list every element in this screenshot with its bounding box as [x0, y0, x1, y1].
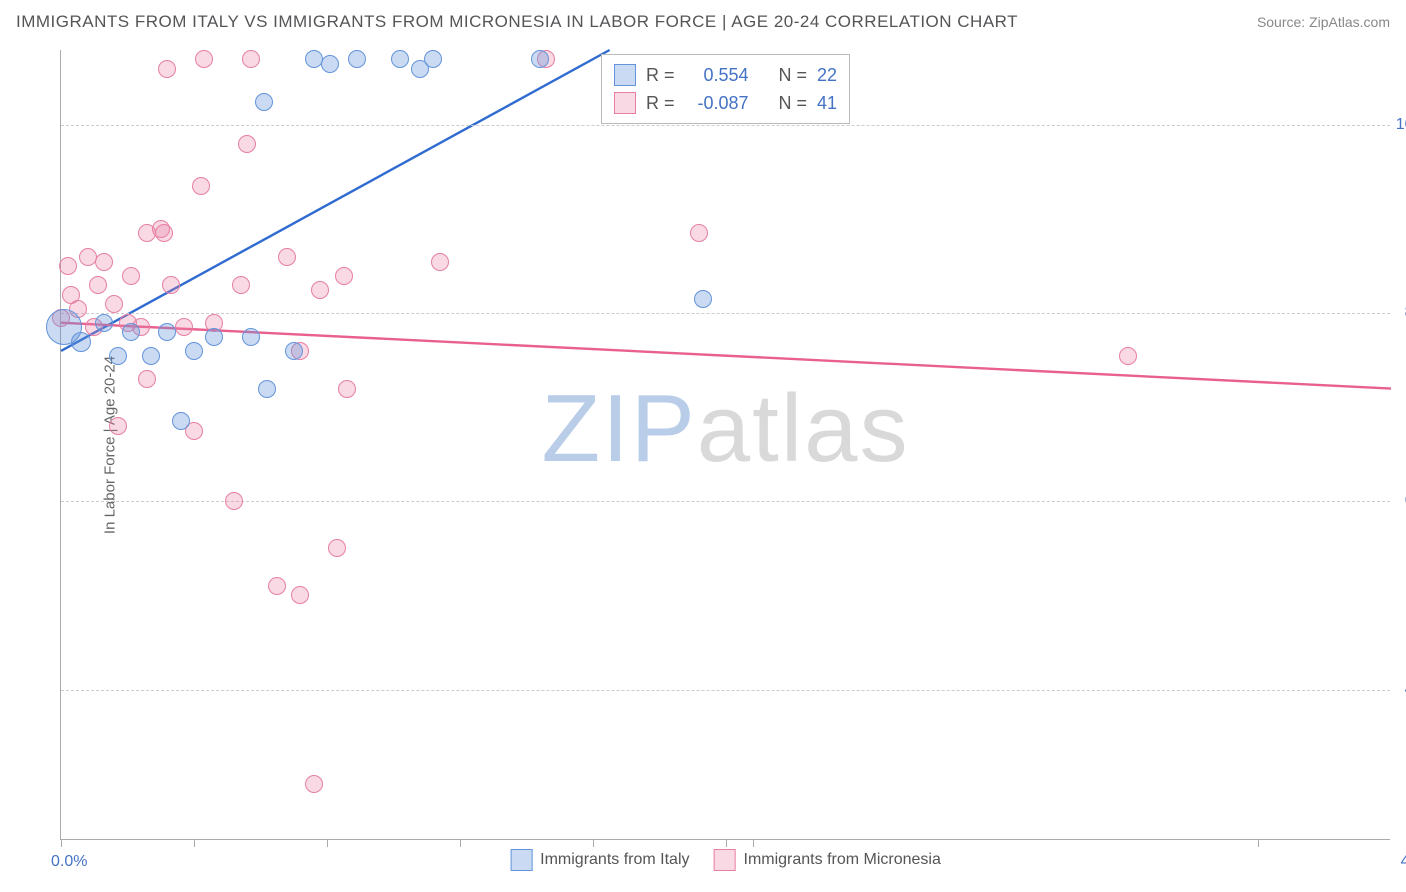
- scatter-point: [305, 50, 323, 68]
- scatter-point: [255, 93, 273, 111]
- trend-line: [61, 50, 610, 351]
- scatter-point: [142, 347, 160, 365]
- scatter-point: [305, 775, 323, 793]
- x-axis-max-label: 40.0%: [1401, 853, 1406, 871]
- plot-area: In Labor Force | Age 20-24 ZIPatlas R =0…: [60, 50, 1390, 840]
- scatter-point: [225, 492, 243, 510]
- scatter-point: [431, 253, 449, 271]
- scatter-point: [155, 224, 173, 242]
- scatter-point: [268, 577, 286, 595]
- correlation-legend: R = 0.554 N = 22 R = -0.087 N = 41: [601, 54, 850, 124]
- scatter-point: [95, 253, 113, 271]
- scatter-point: [291, 586, 309, 604]
- y-tick-label: 100.0%: [1396, 116, 1406, 134]
- scatter-point: [59, 257, 77, 275]
- x-axis-min-label: 0.0%: [51, 853, 87, 871]
- legend-item-italy: Immigrants from Italy: [510, 849, 689, 871]
- scatter-point: [348, 50, 366, 68]
- legend-r-value: -0.087: [685, 93, 749, 114]
- scatter-point: [311, 281, 329, 299]
- scatter-point: [109, 417, 127, 435]
- legend-swatch-italy: [510, 849, 532, 871]
- scatter-point: [158, 323, 176, 341]
- scatter-point: [694, 290, 712, 308]
- scatter-point: [89, 276, 107, 294]
- scatter-point: [1119, 347, 1137, 365]
- scatter-point: [138, 370, 156, 388]
- legend-n-value: 41: [817, 93, 837, 114]
- scatter-point: [192, 177, 210, 195]
- x-tick: [1258, 839, 1259, 847]
- x-tick: [460, 839, 461, 847]
- gridline-horizontal: [61, 501, 1390, 502]
- scatter-point: [122, 267, 140, 285]
- x-tick: [327, 839, 328, 847]
- x-tick: [726, 839, 727, 847]
- scatter-point: [232, 276, 250, 294]
- scatter-point: [109, 347, 127, 365]
- legend-label-micronesia: Immigrants from Micronesia: [743, 851, 940, 869]
- scatter-point: [158, 60, 176, 78]
- scatter-point: [122, 323, 140, 341]
- x-tick: [593, 839, 594, 847]
- scatter-point: [328, 539, 346, 557]
- trend-lines-layer: [61, 50, 1391, 840]
- gridline-horizontal: [61, 313, 1390, 314]
- scatter-point: [258, 380, 276, 398]
- correlation-legend-row: R = -0.087 N = 41: [614, 89, 837, 117]
- legend-n-label: N =: [779, 93, 808, 114]
- scatter-point: [195, 50, 213, 68]
- scatter-point: [71, 332, 91, 352]
- series-legend: Immigrants from Italy Immigrants from Mi…: [510, 849, 941, 871]
- scatter-point: [185, 342, 203, 360]
- scatter-point: [338, 380, 356, 398]
- legend-r-value: 0.554: [685, 65, 749, 86]
- scatter-point: [242, 328, 260, 346]
- trend-line: [61, 323, 1391, 389]
- legend-swatch-micronesia: [713, 849, 735, 871]
- scatter-point: [105, 295, 123, 313]
- legend-label-italy: Immigrants from Italy: [540, 851, 689, 869]
- scatter-point: [321, 55, 339, 73]
- scatter-point: [95, 314, 113, 332]
- scatter-point: [285, 342, 303, 360]
- scatter-point: [531, 50, 549, 68]
- scatter-point: [172, 412, 190, 430]
- legend-r-label: R =: [646, 65, 675, 86]
- x-tick: [194, 839, 195, 847]
- legend-swatch: [614, 92, 636, 114]
- scatter-point: [162, 276, 180, 294]
- scatter-point: [175, 318, 193, 336]
- gridline-horizontal: [61, 125, 1390, 126]
- scatter-point: [278, 248, 296, 266]
- scatter-point: [238, 135, 256, 153]
- scatter-point: [79, 248, 97, 266]
- scatter-point: [335, 267, 353, 285]
- scatter-point: [205, 328, 223, 346]
- legend-n-value: 22: [817, 65, 837, 86]
- x-tick: [61, 839, 62, 847]
- gridline-horizontal: [61, 690, 1390, 691]
- legend-swatch: [614, 64, 636, 86]
- chart-title: IMMIGRANTS FROM ITALY VS IMMIGRANTS FROM…: [16, 12, 1018, 32]
- scatter-point: [424, 50, 442, 68]
- source-attribution: Source: ZipAtlas.com: [1257, 14, 1390, 30]
- legend-item-micronesia: Immigrants from Micronesia: [713, 849, 940, 871]
- x-tick: [753, 839, 754, 847]
- legend-r-label: R =: [646, 93, 675, 114]
- correlation-legend-row: R = 0.554 N = 22: [614, 61, 837, 89]
- legend-n-label: N =: [779, 65, 808, 86]
- scatter-point: [242, 50, 260, 68]
- scatter-point: [690, 224, 708, 242]
- scatter-point: [391, 50, 409, 68]
